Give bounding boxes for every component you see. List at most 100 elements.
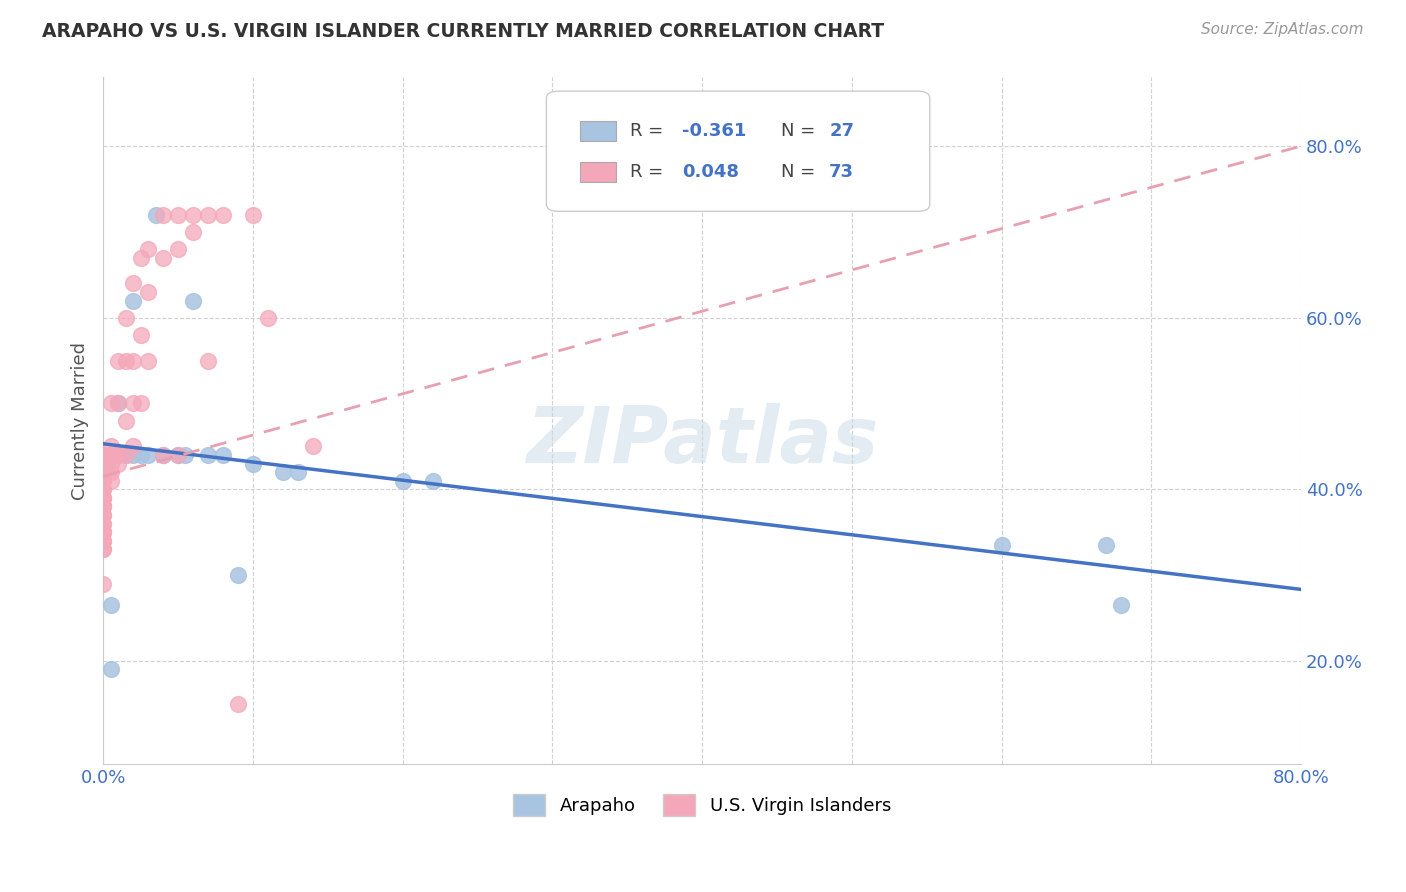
Point xyxy=(100,448,122,462)
Text: N =: N = xyxy=(782,122,821,140)
Text: R =: R = xyxy=(630,163,669,181)
Point xyxy=(114,414,136,428)
Point xyxy=(226,697,249,711)
Point xyxy=(91,483,114,497)
Point xyxy=(91,457,114,471)
Point xyxy=(242,457,264,471)
Point xyxy=(91,516,114,531)
FancyBboxPatch shape xyxy=(579,120,616,141)
Point xyxy=(391,474,413,488)
Point xyxy=(91,508,114,522)
Point xyxy=(212,448,235,462)
Point xyxy=(122,396,145,410)
Point xyxy=(100,474,122,488)
Point xyxy=(91,500,114,514)
Text: -0.361: -0.361 xyxy=(682,122,747,140)
Point xyxy=(91,465,114,479)
Text: 0.048: 0.048 xyxy=(682,163,738,181)
Point xyxy=(91,533,114,548)
Point xyxy=(114,448,136,462)
Point xyxy=(226,568,249,582)
Point xyxy=(136,448,159,462)
Point xyxy=(197,208,219,222)
Point xyxy=(100,598,122,612)
Point xyxy=(212,208,235,222)
Text: Source: ZipAtlas.com: Source: ZipAtlas.com xyxy=(1201,22,1364,37)
Point xyxy=(91,500,114,514)
Point xyxy=(301,439,323,453)
Point xyxy=(287,465,309,479)
Point xyxy=(91,448,114,462)
Text: N =: N = xyxy=(782,163,821,181)
Point xyxy=(107,448,129,462)
Point xyxy=(122,448,145,462)
Point xyxy=(1111,598,1133,612)
Point xyxy=(91,491,114,505)
Point xyxy=(197,448,219,462)
Point xyxy=(174,448,197,462)
Point xyxy=(181,293,204,308)
Point xyxy=(152,208,174,222)
Point xyxy=(91,457,114,471)
Point xyxy=(100,439,122,453)
Point xyxy=(167,208,190,222)
Point xyxy=(91,491,114,505)
Point xyxy=(91,491,114,505)
Point xyxy=(91,448,114,462)
Point xyxy=(122,277,145,291)
Point xyxy=(91,516,114,531)
Point xyxy=(107,396,129,410)
Point xyxy=(91,465,114,479)
Point xyxy=(91,448,114,462)
Point xyxy=(100,663,122,677)
Point xyxy=(152,448,174,462)
Point xyxy=(271,465,294,479)
Point xyxy=(100,396,122,410)
Point xyxy=(114,448,136,462)
Point xyxy=(91,474,114,488)
Point xyxy=(136,242,159,256)
Point xyxy=(91,448,114,462)
Point xyxy=(129,448,152,462)
Point xyxy=(91,525,114,540)
Point xyxy=(91,542,114,557)
Point xyxy=(91,542,114,557)
Point xyxy=(100,448,122,462)
Point xyxy=(100,465,122,479)
Point xyxy=(100,448,122,462)
Point xyxy=(122,439,145,453)
Point xyxy=(91,576,114,591)
Point xyxy=(107,353,129,368)
Point xyxy=(129,327,152,342)
Point xyxy=(91,525,114,540)
Y-axis label: Currently Married: Currently Married xyxy=(72,342,89,500)
Point xyxy=(197,353,219,368)
Point xyxy=(114,310,136,325)
Point xyxy=(257,310,280,325)
Point xyxy=(107,396,129,410)
Point xyxy=(167,448,190,462)
Point xyxy=(136,285,159,299)
Point xyxy=(1095,538,1118,552)
Point xyxy=(91,465,114,479)
Point xyxy=(122,353,145,368)
Point xyxy=(242,208,264,222)
Point xyxy=(107,448,129,462)
Point xyxy=(107,448,129,462)
Point xyxy=(91,533,114,548)
Text: 27: 27 xyxy=(830,122,853,140)
Point xyxy=(91,465,114,479)
Point xyxy=(152,448,174,462)
Point xyxy=(91,508,114,522)
Point xyxy=(91,483,114,497)
Point xyxy=(129,396,152,410)
Point xyxy=(104,448,127,462)
Point xyxy=(122,293,145,308)
Point xyxy=(91,525,114,540)
Text: 73: 73 xyxy=(830,163,853,181)
Point xyxy=(152,251,174,265)
Point xyxy=(181,225,204,239)
Point xyxy=(91,500,114,514)
FancyBboxPatch shape xyxy=(579,161,616,183)
Text: R =: R = xyxy=(630,122,669,140)
